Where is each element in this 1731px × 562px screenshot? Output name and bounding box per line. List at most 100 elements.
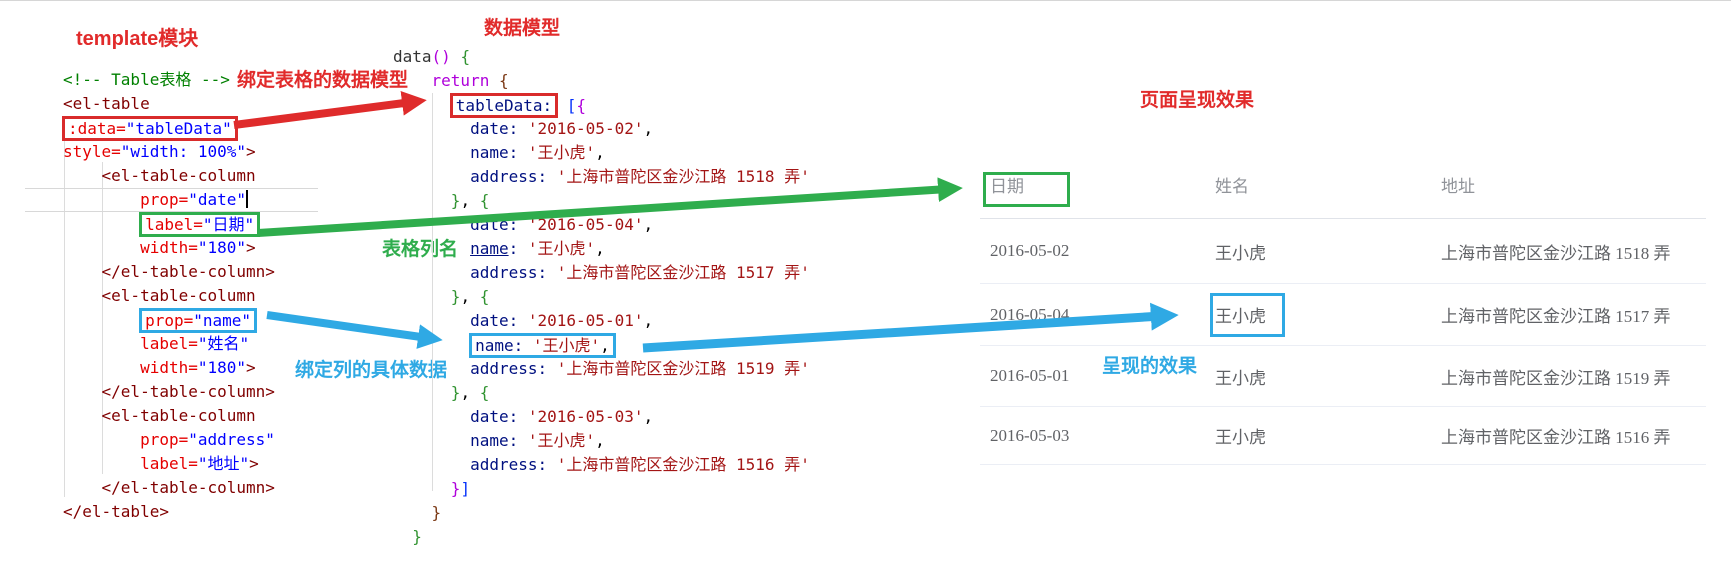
code-line: prop="date"	[63, 188, 275, 212]
code-token: :	[508, 239, 519, 258]
code-token: <el-table-column	[101, 286, 256, 305]
code-token: name	[470, 239, 509, 258]
code-token: '上海市普陀区金沙江路 1519 弄'	[556, 359, 810, 378]
code-token: ,	[643, 311, 654, 330]
table-header-cell: 地址	[1441, 176, 1475, 196]
code-token	[393, 311, 470, 330]
red-annotation-box: tableData:	[449, 93, 559, 118]
code-token	[451, 47, 461, 66]
code-token	[393, 119, 470, 138]
code-token: date:	[470, 215, 519, 234]
code-token	[63, 454, 140, 473]
table-cell: 2016-05-01	[990, 366, 1070, 385]
code-token: <el-table-column	[101, 166, 256, 185]
code-token	[63, 478, 102, 497]
code-token	[518, 239, 528, 258]
indent-guide	[432, 93, 433, 491]
code-token: </el-table-column>	[101, 262, 275, 281]
code-token: "date"	[188, 190, 247, 209]
code-token: label=	[145, 215, 203, 234]
code-token	[63, 334, 140, 353]
code-token	[393, 431, 470, 450]
code-token: }	[450, 383, 461, 402]
code-token: "姓名"	[197, 334, 250, 353]
code-token: address:	[470, 359, 548, 378]
code-token: date:	[470, 407, 519, 426]
code-token	[63, 406, 102, 425]
code-token: width=	[140, 358, 198, 377]
code-line: address: '上海市普陀区金沙江路 1519 弄'	[393, 357, 810, 381]
code-token	[470, 191, 480, 210]
code-line: tableData: [{	[393, 93, 810, 118]
code-token: '王小虎'	[532, 336, 601, 355]
code-token: prop=	[145, 311, 194, 330]
rendered-table: 日期 姓名 地址 2016-05-02 王小虎 上海市普陀区金沙江路 1518 弄 2016…	[980, 150, 1706, 465]
code-token: >	[249, 454, 259, 473]
code-line: label="姓名"	[63, 332, 275, 356]
code-token: }	[450, 191, 461, 210]
indent-guide	[102, 162, 103, 474]
code-token	[63, 311, 140, 330]
template-code-block[interactable]: <!-- Table表格 --> <el-table:data="tableDat…	[62, 68, 275, 524]
table-cell: 2016-05-02	[990, 241, 1070, 260]
code-token: "width: 100%"	[120, 142, 247, 161]
code-line: }	[393, 501, 810, 525]
blue-annotation-box: prop="name"	[139, 308, 258, 333]
code-token	[63, 166, 102, 185]
code-token: "tableData"	[125, 119, 232, 138]
code-token: '2016-05-03'	[527, 407, 644, 426]
code-token	[547, 359, 557, 378]
red-annotation-box: :data="tableData"	[62, 116, 238, 141]
table-cell: 上海市普陀区金沙江路 1516 弄	[1441, 428, 1671, 447]
code-token	[63, 358, 140, 377]
code-token	[393, 143, 470, 162]
code-line: </el-table-column>	[63, 380, 275, 404]
label-data-model: 数据模型	[484, 18, 561, 39]
code-token: "name"	[193, 311, 252, 330]
code-line: name: '王小虎',	[393, 141, 810, 165]
code-line: </el-table>	[63, 500, 275, 524]
table-cell: 2016-05-03	[990, 425, 1070, 445]
data-model-code-block[interactable]: data() { return { tableData: [{ date: '2…	[393, 45, 810, 549]
code-token: </el-table>	[63, 502, 169, 521]
code-token: address:	[470, 263, 548, 282]
code-token: name:	[470, 143, 519, 162]
code-token	[489, 71, 499, 90]
label-bind-column-data: 绑定列的具体数据	[295, 360, 448, 381]
code-token: name:	[475, 336, 524, 355]
code-line: width="180">	[63, 236, 275, 260]
code-token	[393, 383, 451, 402]
code-line: date: '2016-05-03',	[393, 405, 810, 429]
code-token: date:	[470, 119, 519, 138]
code-line: <el-table-column	[63, 404, 275, 428]
table-header-cell: 姓名	[1215, 176, 1249, 196]
label-template-module: template模块	[76, 28, 199, 50]
code-token: [	[566, 96, 577, 115]
code-token	[393, 359, 470, 378]
header-highlight-box	[983, 172, 1070, 207]
code-line: prop="address"	[63, 428, 275, 452]
code-line: <el-table	[63, 92, 275, 116]
code-line: style="width: 100%">	[63, 140, 275, 164]
code-token: address:	[470, 167, 548, 186]
table-cell: 王小虎	[1215, 368, 1266, 388]
table-header-row: 日期 姓名 地址	[980, 150, 1706, 219]
code-token: }	[450, 479, 461, 498]
table-cell: 王小虎	[1215, 428, 1266, 447]
code-token: "日期"	[202, 215, 255, 234]
code-token: ,	[460, 191, 471, 210]
code-line: label="地址">	[63, 452, 275, 476]
code-line: data() {	[393, 45, 810, 69]
code-token	[557, 96, 567, 115]
code-token: label=	[140, 334, 198, 353]
code-token	[518, 119, 528, 138]
code-line: date: '2016-05-04',	[393, 213, 810, 237]
code-token: '上海市普陀区金沙江路 1518 弄'	[556, 167, 810, 186]
code-token: ]	[460, 479, 471, 498]
code-line: }, {	[393, 189, 810, 213]
code-line: address: '上海市普陀区金沙江路 1518 弄'	[393, 165, 810, 189]
code-token	[547, 263, 557, 282]
code-token	[518, 311, 528, 330]
code-token	[547, 455, 557, 474]
